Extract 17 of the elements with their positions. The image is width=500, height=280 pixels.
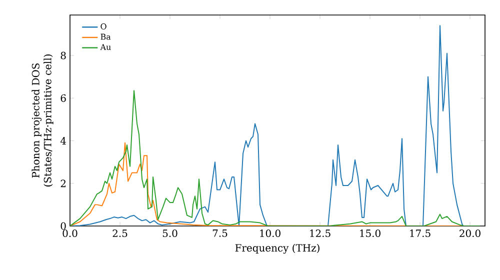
x-tick-label: 15.0 [360, 230, 380, 238]
line-series [70, 90, 481, 226]
x-tick-label: 0.0 [62, 230, 78, 238]
y-axis-title: Phonon projected DOS (States/THz·primitive cell) [32, 54, 54, 186]
x-tick-label: 20.0 [460, 230, 480, 238]
x-tick-label: 17.5 [410, 230, 430, 238]
y-tick-label: 0 [60, 222, 66, 230]
x-tick-label: 2.5 [112, 230, 128, 238]
x-tick-label: 5.0 [162, 230, 178, 238]
x-tick-label: 7.5 [212, 230, 228, 237]
y-tick-label: 8 [60, 52, 66, 60]
y-tick-label: 6 [60, 94, 66, 102]
y-tick-label: 4 [60, 137, 66, 144]
y-tick-label: 2 [60, 180, 66, 188]
x-tick-label: 12.5 [310, 230, 330, 238]
x-axis-title: Frequency (THz) [235, 244, 320, 254]
x-tick-label: 10.0 [260, 230, 280, 238]
